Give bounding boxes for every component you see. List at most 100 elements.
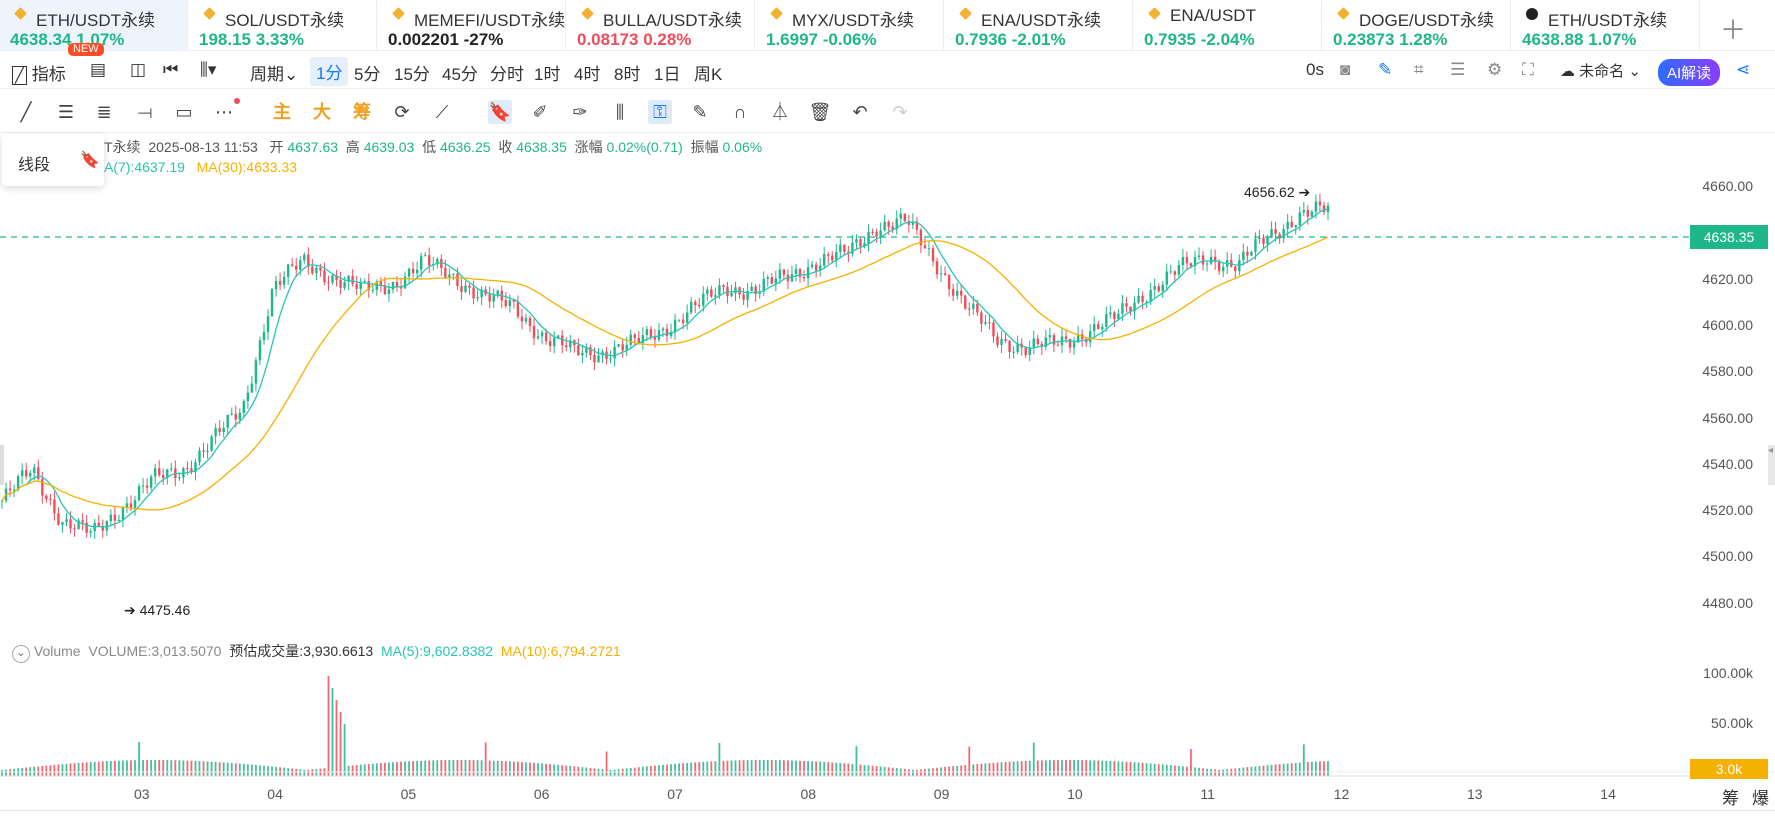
ticker-tab[interactable]: ETH/USDT永续 4638.88 1.07%	[1512, 0, 1700, 50]
candle-body	[1012, 351, 1015, 353]
candle-body	[186, 468, 189, 470]
main-chart-button[interactable]: 主	[273, 102, 291, 122]
interval-7[interactable]: 8时	[614, 65, 641, 84]
add-tab-icon[interactable]: ＋	[1720, 15, 1747, 45]
interval-4[interactable]: 分时	[490, 65, 524, 84]
candle-body	[274, 280, 278, 290]
filter-icon[interactable]: ⏃	[771, 102, 789, 122]
chart-canvas[interactable]	[0, 132, 1775, 823]
volume-bar	[267, 766, 269, 776]
ticker-name: ETH/USDT永续	[1548, 11, 1667, 30]
volume-bar	[1016, 761, 1019, 776]
horizontal-ray-icon[interactable]: ⟞	[137, 102, 153, 122]
price-tick: 4500.00	[1702, 548, 1753, 565]
candles-icon[interactable]: ⫼	[615, 102, 625, 122]
volume-bar	[1222, 769, 1225, 776]
chips-button[interactable]: 筹	[353, 102, 371, 122]
fullscreen-icon[interactable]: ⛶	[1522, 60, 1534, 79]
lock-icon[interactable]: ⚿	[648, 100, 672, 124]
trash-icon[interactable]: 🗑	[808, 102, 832, 122]
candle-body	[440, 258, 443, 269]
ticker-tab[interactable]: BULLA/USDT永续 0.08173 0.28%	[567, 0, 755, 50]
candle-body	[673, 319, 677, 332]
candle-body	[323, 270, 326, 283]
candle-body	[1294, 225, 1297, 228]
interval-3[interactable]: 45分	[442, 65, 478, 84]
period-dropdown[interactable]: 周期⌄	[250, 65, 299, 84]
ai-analyze-button[interactable]: AI解读	[1658, 59, 1721, 86]
candle-body	[843, 244, 846, 252]
note-icon[interactable]: ✎	[692, 102, 708, 122]
trend-line-icon[interactable]: ╱	[20, 102, 32, 122]
bottom-panel-strip	[0, 810, 1775, 824]
replay-icon[interactable]: ⏮	[163, 60, 179, 79]
volume-bar	[504, 761, 507, 776]
segment-panel[interactable]: 线段 🔖	[2, 134, 104, 186]
candle-body	[1254, 239, 1257, 252]
interval-1[interactable]: 5分	[354, 65, 381, 84]
interval-9[interactable]: 周K	[694, 65, 723, 84]
volume-bar	[956, 765, 959, 776]
interval-5[interactable]: 1时	[534, 65, 561, 84]
volume-bar	[613, 769, 616, 776]
candle-body	[831, 255, 834, 261]
camera-icon[interactable]: ◙	[1340, 60, 1351, 79]
chips-toggle[interactable]: 筹	[1722, 789, 1739, 808]
volume-bar	[1089, 760, 1092, 776]
ticker-tab[interactable]: SOL/USDT永续 198.15 3.33%	[189, 0, 377, 50]
chart-type-icon[interactable]: ⫼▾	[200, 60, 217, 79]
right-panel-handle[interactable]: ◂	[1768, 445, 1775, 485]
volume-bar	[1, 770, 3, 776]
layout-icon[interactable]: ◫	[130, 60, 147, 79]
undo-icon[interactable]: ↶	[852, 102, 868, 122]
big-order-button[interactable]: 大	[313, 102, 331, 122]
candle-body	[1109, 312, 1112, 315]
sync-icon[interactable]: ⟳	[394, 102, 410, 122]
interval-0[interactable]: 1分	[310, 57, 349, 86]
liquidation-toggle[interactable]: 爆	[1752, 789, 1769, 808]
candle-body	[992, 322, 995, 337]
gear-icon[interactable]: ⚙	[1487, 60, 1503, 79]
ticker-tab[interactable]: DOGE/USDT永续 0.23873 1.28%	[1323, 0, 1511, 50]
more-icon[interactable]: ⋯	[212, 98, 240, 124]
ticker-tab[interactable]: ETH/USDT永续 4638.34 1.07% NEW	[0, 0, 188, 56]
redo-icon[interactable]: ↷	[892, 102, 908, 122]
brush-icon[interactable]: ✑	[572, 102, 588, 122]
magnet-icon[interactable]: ∩	[733, 102, 747, 122]
layout-name-dropdown[interactable]: ☁ 未命名 ⌄	[1560, 63, 1641, 80]
calendar-icon[interactable]: ▤	[90, 60, 107, 79]
measure-icon[interactable]: ⟋	[435, 102, 449, 122]
volume-bar	[113, 760, 116, 776]
candle-body	[403, 276, 407, 289]
indicator-button[interactable]: ╱ 指标	[12, 60, 66, 85]
horizontal-lines-icon[interactable]: ☰	[57, 102, 75, 122]
volume-bar	[1319, 761, 1321, 776]
ticker-tab[interactable]: MEMEFI/USDT永续 0.002201 -27%	[378, 0, 566, 50]
ticker-tab[interactable]: ENA/USDT永续 0.7936 -2.01%	[945, 0, 1133, 50]
list-icon[interactable]: ☰	[1450, 60, 1466, 79]
candle-body	[105, 521, 109, 531]
volume-bar	[1286, 763, 1289, 776]
pen-icon[interactable]: ✎	[1378, 60, 1393, 79]
left-panel-handle[interactable]	[0, 445, 4, 485]
ticker-tab[interactable]: ENA/USDT 0.7935 -2.04%	[1134, 0, 1322, 50]
parallel-channel-icon[interactable]: ≣	[96, 102, 112, 122]
volume-bar	[924, 769, 926, 776]
interval-6[interactable]: 4时	[574, 65, 601, 84]
candle-body	[1282, 228, 1285, 239]
volume-bar	[1004, 761, 1007, 776]
volume-bar	[533, 762, 535, 776]
volume-tag: 3.0k	[1690, 759, 1768, 779]
interval-8[interactable]: 1日	[654, 65, 681, 84]
collapse-icon[interactable]: ⌄	[12, 645, 30, 663]
share-icon[interactable]: ⋖	[1736, 60, 1751, 79]
volume-bar	[400, 761, 402, 776]
bookmark-icon[interactable]: 🔖	[488, 100, 512, 124]
ticker-tab[interactable]: MYX/USDT永续 1.6997 -0.06%	[756, 0, 944, 50]
interval-2[interactable]: 15分	[394, 65, 430, 84]
segment-label: 线段	[18, 157, 51, 174]
rectangle-icon[interactable]: ▭	[175, 102, 193, 122]
crop-icon[interactable]: ⌗	[1414, 60, 1424, 79]
candle-body	[694, 301, 697, 305]
ruler-icon[interactable]: ✐	[532, 102, 548, 122]
